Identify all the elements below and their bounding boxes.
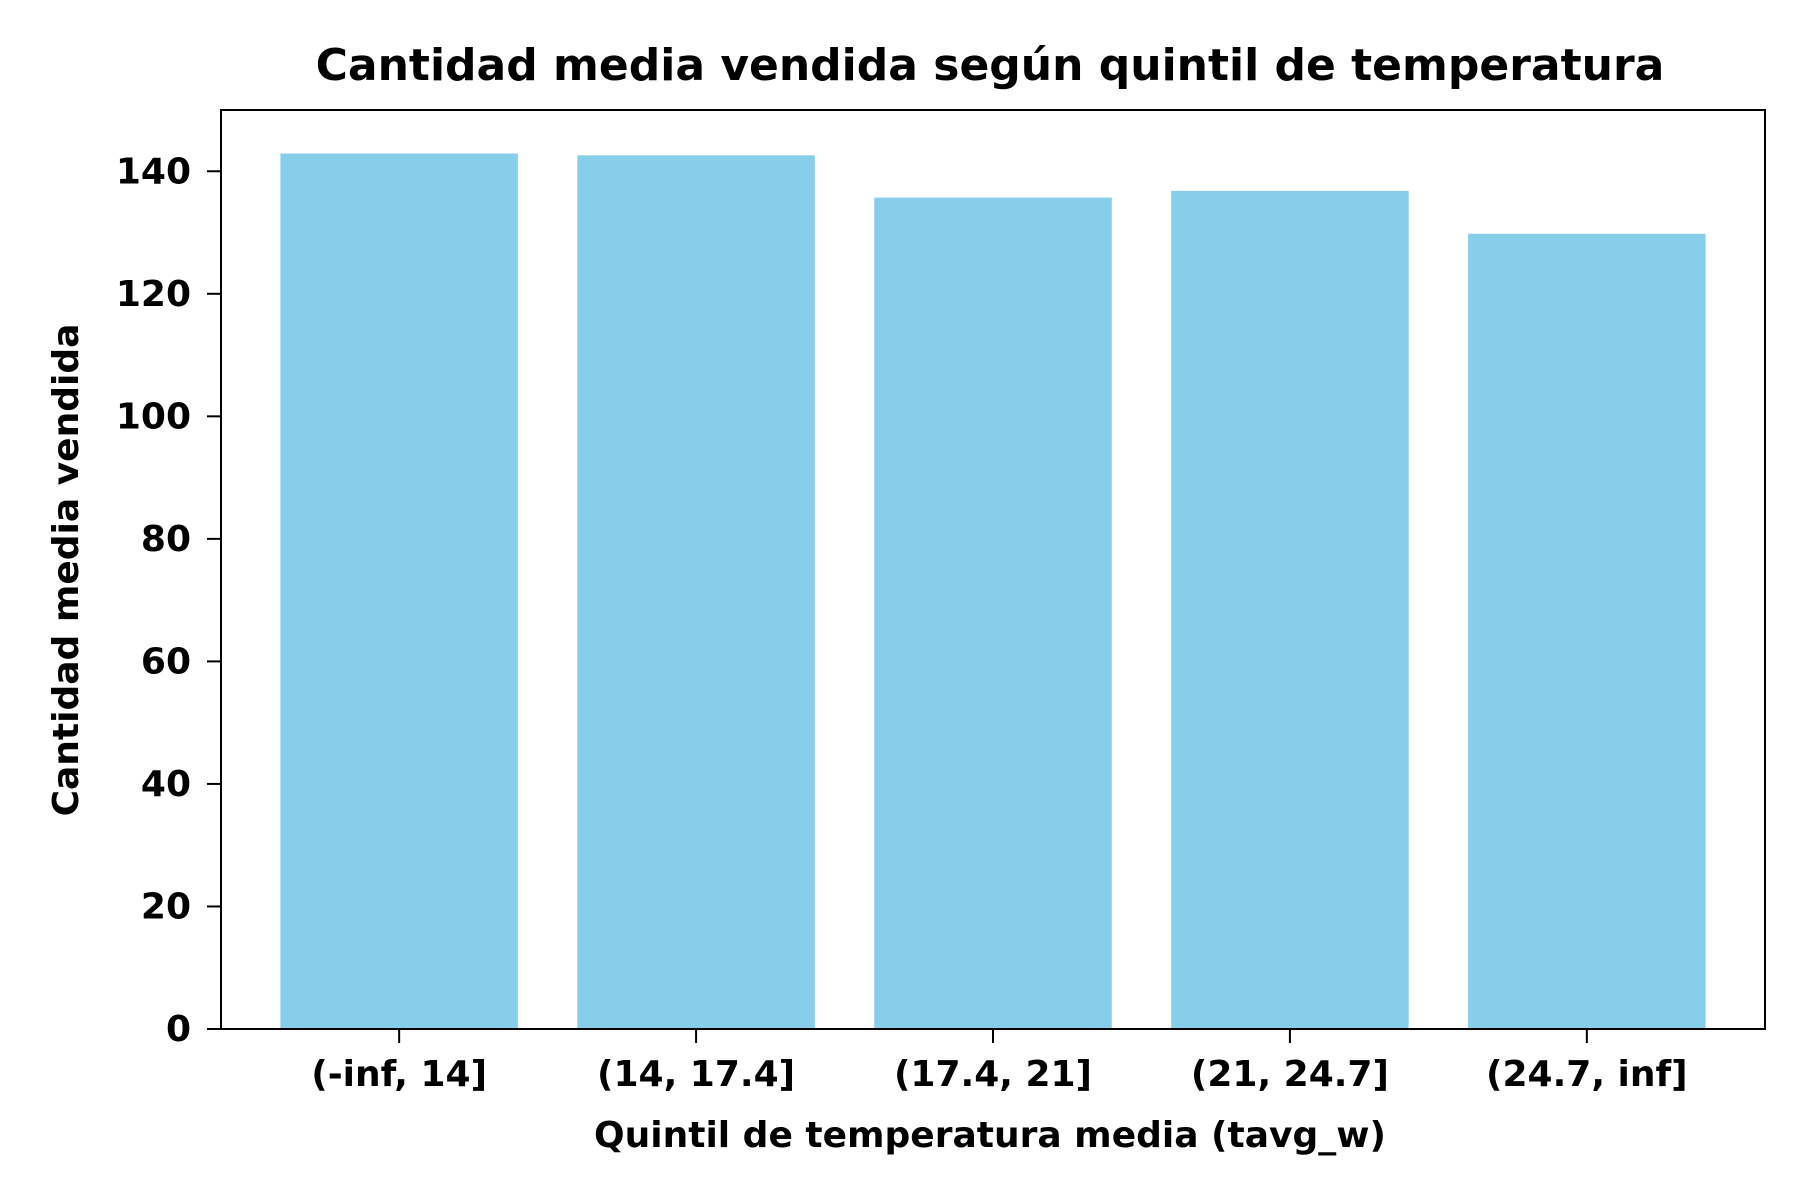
y-axis-label: Cantidad media vendida	[46, 324, 87, 817]
x-axis-label: Quintil de temperatura media (tavg_w)	[594, 1115, 1386, 1156]
bar-5	[1468, 233, 1706, 1029]
y-tick-label-20: 20	[141, 886, 191, 927]
bar-3	[874, 197, 1112, 1029]
x-tick-label-3: (17.4, 21]	[894, 1054, 1092, 1095]
y-tick-label-140: 140	[116, 151, 191, 192]
bar-1	[280, 153, 518, 1029]
y-tick-label-120: 120	[116, 274, 191, 315]
plot-area-frame	[220, 109, 1766, 1030]
x-axis-ticks: (-inf, 14] (14, 17.4] (17.4, 21] (21, 24.7]…	[311, 1029, 1688, 1095]
chart-title: Cantidad media vendida según quintil de …	[316, 40, 1665, 91]
y-tick-label-80: 80	[141, 519, 191, 560]
y-tick-label-60: 60	[141, 641, 191, 682]
bar-2	[577, 155, 815, 1029]
bars-layer	[280, 153, 1706, 1029]
y-tick-label-40: 40	[141, 764, 191, 805]
x-tick-label-1: (-inf, 14]	[311, 1054, 487, 1095]
y-tick-label-0: 0	[166, 1009, 191, 1050]
x-tick-label-2: (14, 17.4]	[597, 1054, 795, 1095]
y-axis-ticks: 0 20 40 60 80 100 120 140	[116, 151, 221, 1050]
x-tick-label-4: (21, 24.7]	[1191, 1054, 1389, 1095]
x-tick-label-5: (24.7, inf]	[1486, 1054, 1688, 1095]
y-tick-label-100: 100	[116, 396, 191, 437]
bar-4	[1171, 190, 1409, 1029]
